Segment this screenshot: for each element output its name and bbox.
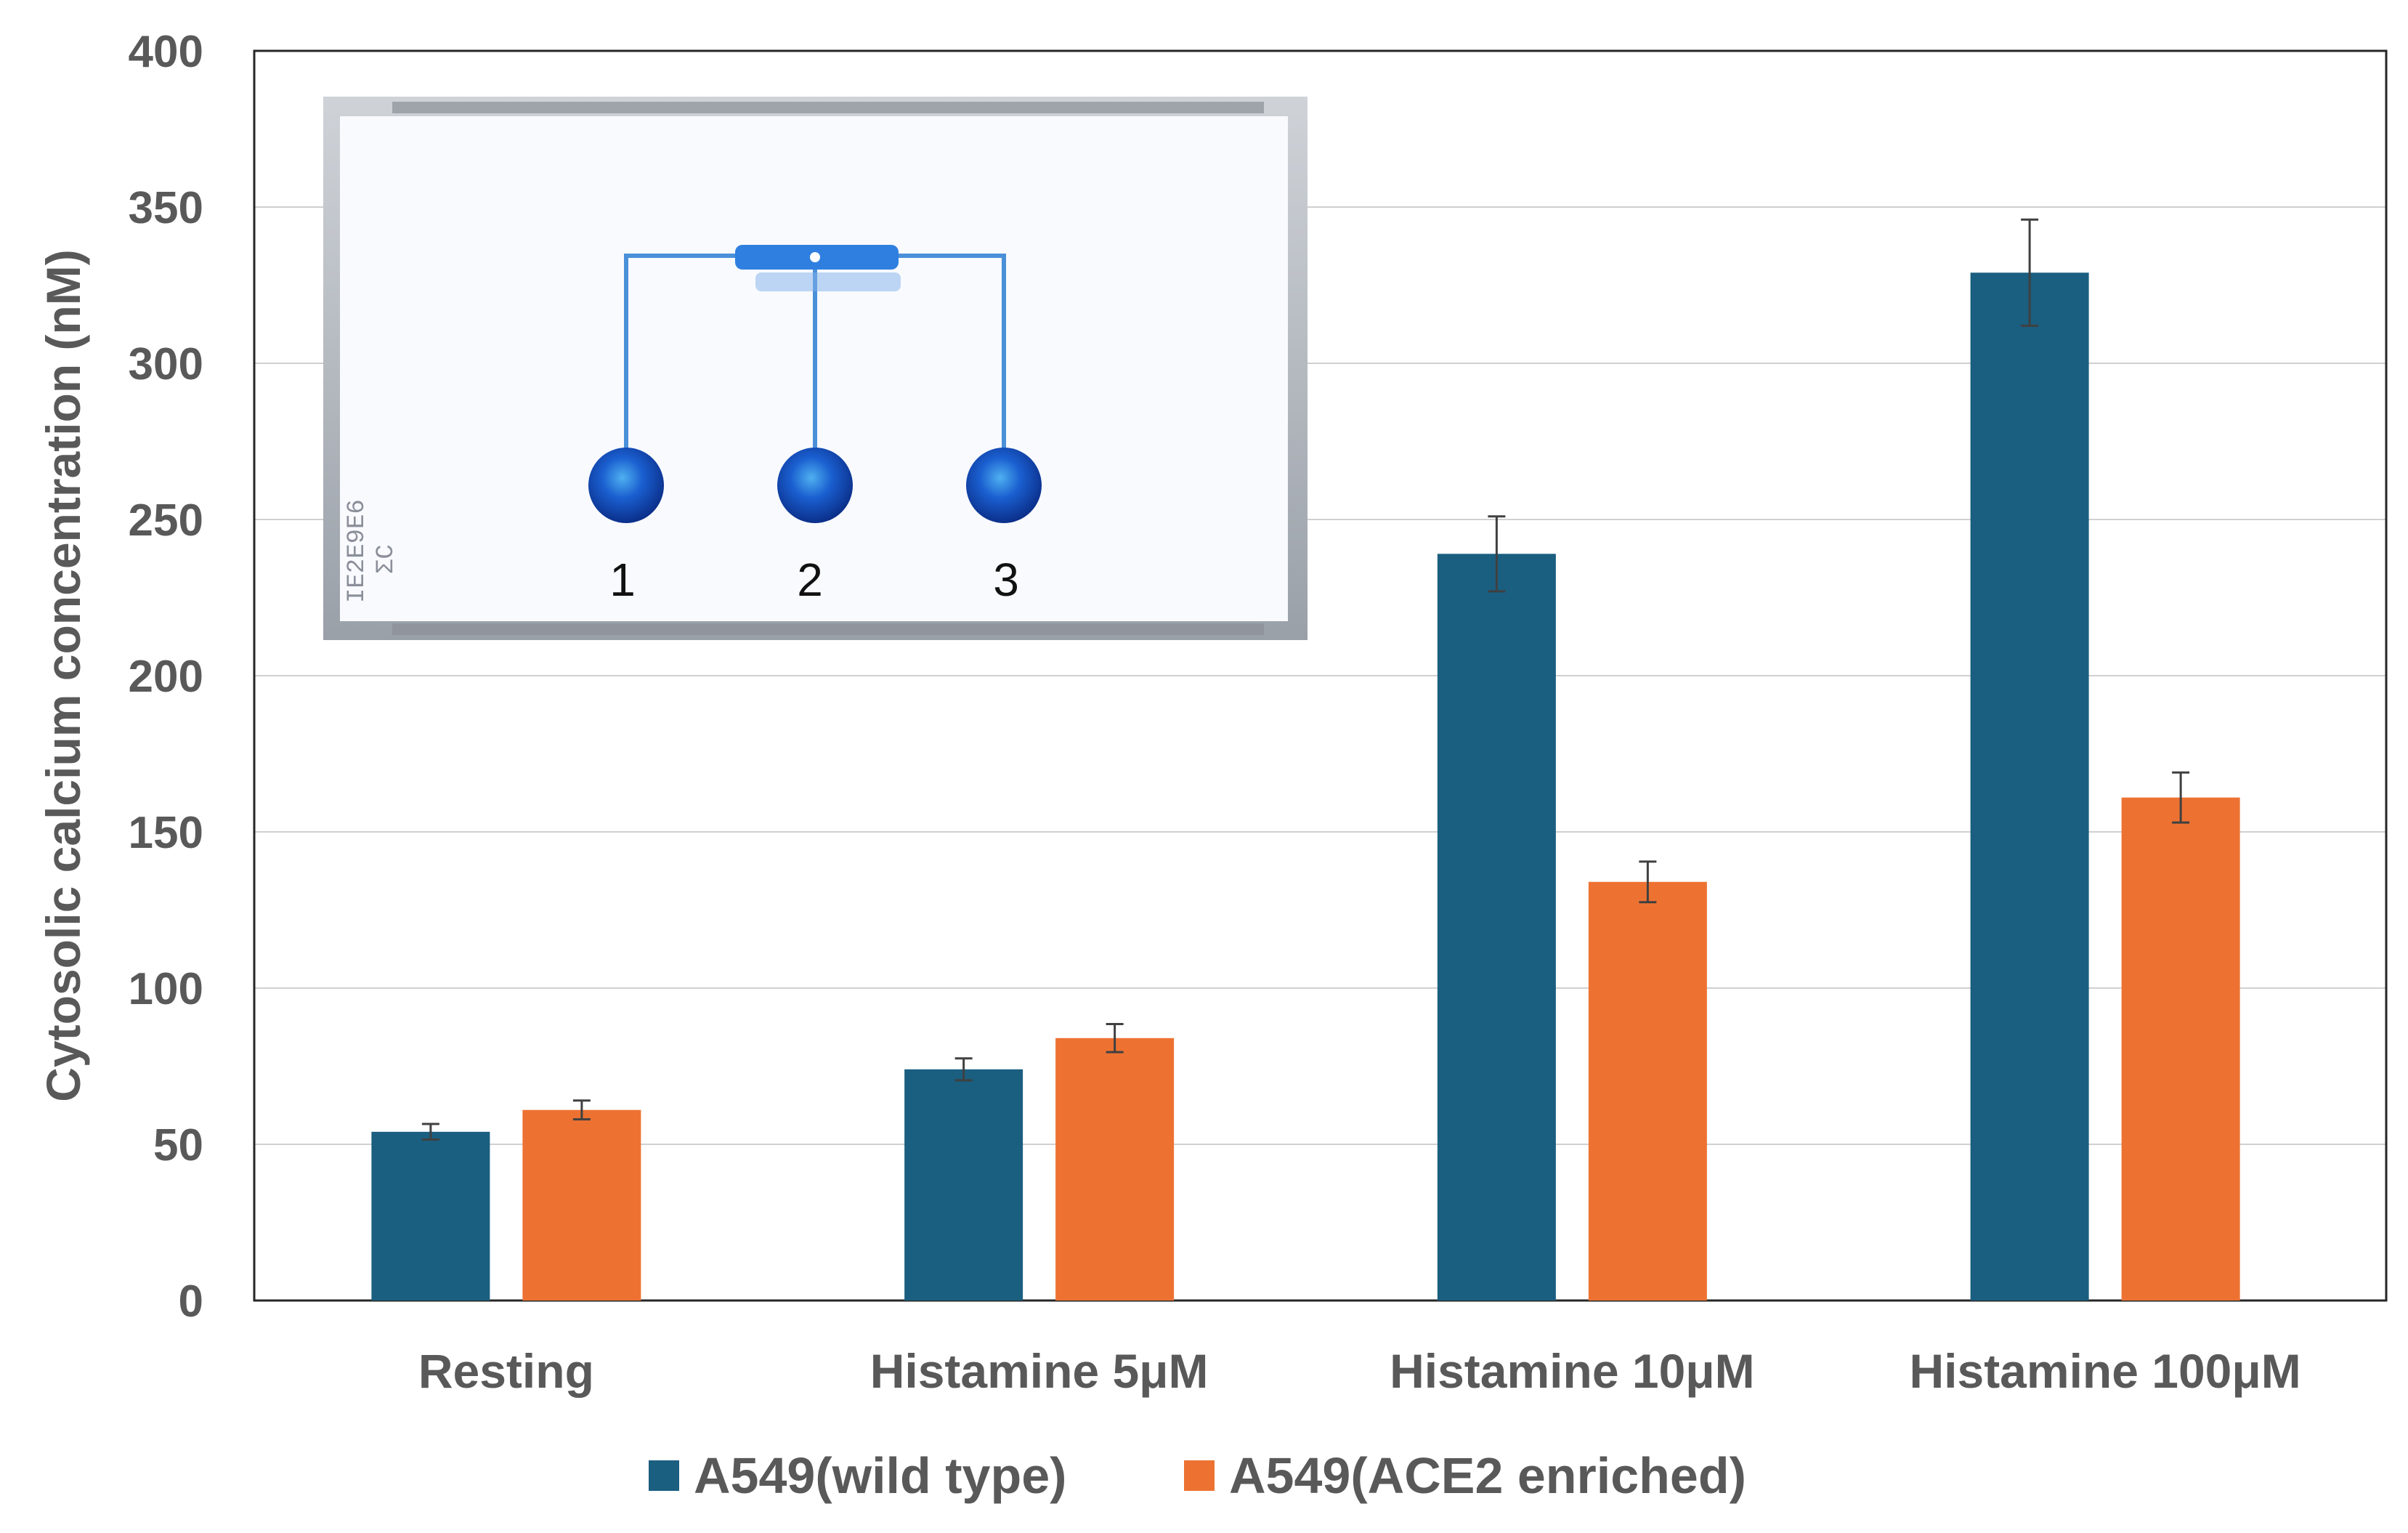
y-tick-label: 0 bbox=[179, 1277, 203, 1327]
plot-area-border bbox=[253, 49, 2388, 1302]
error-bar-wild-type-1 bbox=[954, 1057, 973, 1082]
bar-wild-type-0 bbox=[371, 1131, 490, 1301]
well-label-1: 1 bbox=[609, 554, 636, 606]
bar-ace2-enriched-1 bbox=[1055, 1037, 1175, 1301]
y-tick-label: 250 bbox=[129, 496, 203, 546]
well-label-3: 3 bbox=[993, 554, 1019, 606]
y-tick-label: 350 bbox=[129, 183, 203, 233]
x-category-label: Histamine 5μM bbox=[870, 1344, 1209, 1398]
inset-chip-photo: 1 2 3 IE2E9E6 ΣC bbox=[323, 97, 1308, 640]
chip-bottom-edge bbox=[392, 623, 1264, 635]
error-bar-wild-type-2 bbox=[1488, 515, 1506, 593]
bar-ace2-enriched-2 bbox=[1588, 881, 1707, 1301]
y-tick-label: 100 bbox=[129, 964, 203, 1014]
legend-label-ace2-enriched: A549(ACE2 enriched) bbox=[1229, 1447, 1746, 1504]
y-tick-label: 300 bbox=[129, 339, 203, 389]
well-label-2: 2 bbox=[797, 554, 823, 606]
error-bar-ace2-enriched-3 bbox=[2172, 771, 2190, 824]
bar-wild-type-2 bbox=[1437, 554, 1556, 1301]
x-category-label: Histamine 100μM bbox=[1910, 1344, 2301, 1398]
well-3 bbox=[966, 448, 1042, 523]
chip-top-edge bbox=[392, 102, 1264, 113]
x-category-label: Resting bbox=[418, 1344, 594, 1398]
error-bar-ace2-enriched-2 bbox=[1639, 860, 1657, 904]
error-bar-wild-type-3 bbox=[2021, 218, 2039, 327]
chip-code-line-1: IE2E9E6 bbox=[344, 499, 371, 603]
channel-reservoir-shadow bbox=[755, 272, 901, 291]
reservoir-marker bbox=[810, 252, 820, 262]
bars bbox=[371, 218, 2240, 1301]
bar-ace2-enriched-0 bbox=[522, 1109, 641, 1301]
y-tick-label: 150 bbox=[129, 808, 203, 858]
y-tick-label: 400 bbox=[129, 27, 203, 77]
bar-wild-type-1 bbox=[904, 1069, 1023, 1301]
x-category-labels: Resting Histamine 5μM Histamine 10μM Histam… bbox=[418, 1344, 2301, 1398]
y-axis-title: Cytosolic calcium concentration (nM) bbox=[36, 249, 90, 1102]
x-category-label: Histamine 10μM bbox=[1390, 1344, 1755, 1398]
error-bar-wild-type-0 bbox=[421, 1123, 439, 1141]
y-tick-labels: 0 50 100 150 200 250 300 350 400 bbox=[129, 27, 203, 1327]
y-tick-label: 200 bbox=[129, 652, 203, 702]
legend-swatch-ace2-enriched bbox=[1184, 1460, 1215, 1491]
legend-label-wild-type: A549(wild type) bbox=[694, 1447, 1066, 1504]
legend: A549(wild type) A549(ACE2 enriched) bbox=[649, 1447, 1746, 1504]
bar-ace2-enriched-3 bbox=[2121, 797, 2240, 1301]
error-bar-ace2-enriched-0 bbox=[572, 1099, 591, 1121]
chip-code-line-2: ΣC bbox=[373, 544, 400, 574]
legend-swatch-wild-type bbox=[649, 1460, 679, 1491]
well-1 bbox=[588, 448, 664, 523]
y-tick-label: 50 bbox=[153, 1120, 203, 1170]
bar-wild-type-3 bbox=[1970, 272, 2089, 1301]
well-2 bbox=[777, 448, 853, 523]
error-bar-ace2-enriched-1 bbox=[1106, 1022, 1124, 1053]
